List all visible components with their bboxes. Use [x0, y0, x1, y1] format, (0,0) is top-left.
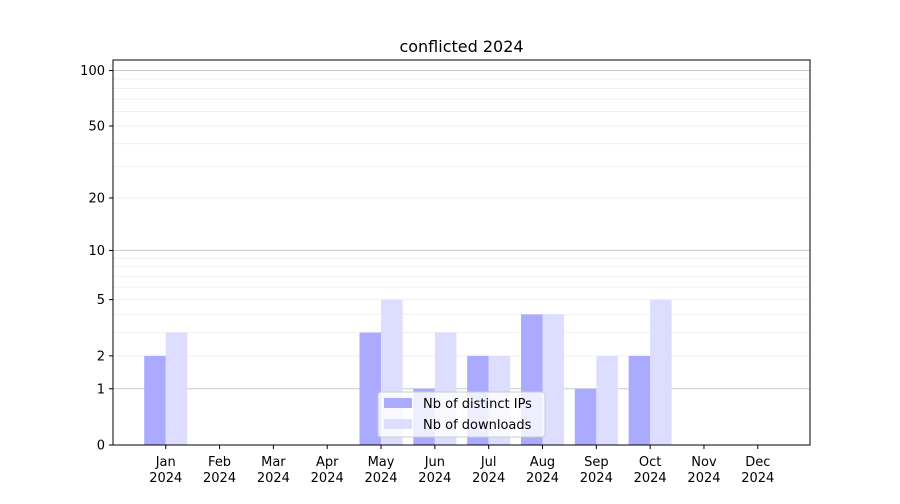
- x-tick-label: Feb 2024: [203, 455, 236, 486]
- legend-label: Nb of downloads: [423, 418, 532, 433]
- y-tick-label: 2: [97, 349, 105, 364]
- x-tick-label: Dec 2024: [741, 455, 774, 486]
- bar-downloads: [650, 299, 672, 445]
- bar-downloads: [165, 332, 188, 445]
- x-tick-label: Sep 2024: [580, 455, 613, 486]
- bar-downloads: [596, 355, 618, 445]
- bar-downloads: [542, 314, 565, 445]
- y-tick-label: 50: [88, 119, 105, 134]
- legend-swatch: [384, 398, 412, 408]
- y-tick-label: 100: [80, 64, 105, 79]
- bar-ips: [144, 355, 166, 445]
- x-tick-label: Apr 2024: [311, 455, 344, 486]
- legend: Nb of distinct IPs Nb of downloads: [377, 391, 546, 438]
- y-tick-label: 20: [88, 191, 105, 206]
- y-tick-label: 10: [88, 244, 105, 259]
- x-tick-label: May 2024: [364, 455, 397, 486]
- bar-ips: [359, 332, 382, 445]
- y-tick-label: 5: [97, 293, 105, 308]
- plot-frame: [112, 59, 811, 446]
- bar-ips: [574, 388, 597, 445]
- y-tick-label: 0: [97, 439, 105, 454]
- chart-title: conflicted 2024: [399, 37, 523, 56]
- x-tick-label: Jul 2024: [472, 455, 505, 486]
- legend-label: Nb of distinct IPs: [423, 397, 532, 412]
- x-tick-label: Jan 2024: [149, 455, 182, 486]
- x-tick-label: Nov 2024: [687, 455, 720, 486]
- legend-swatch: [384, 419, 412, 429]
- x-tick-label: Oct 2024: [634, 455, 667, 486]
- x-tick-label: Aug 2024: [526, 455, 559, 486]
- x-tick-label: Mar 2024: [257, 455, 290, 486]
- bar-ips: [628, 355, 651, 445]
- x-tick-label: Jun 2024: [418, 455, 451, 486]
- y-tick-label: 1: [97, 382, 105, 397]
